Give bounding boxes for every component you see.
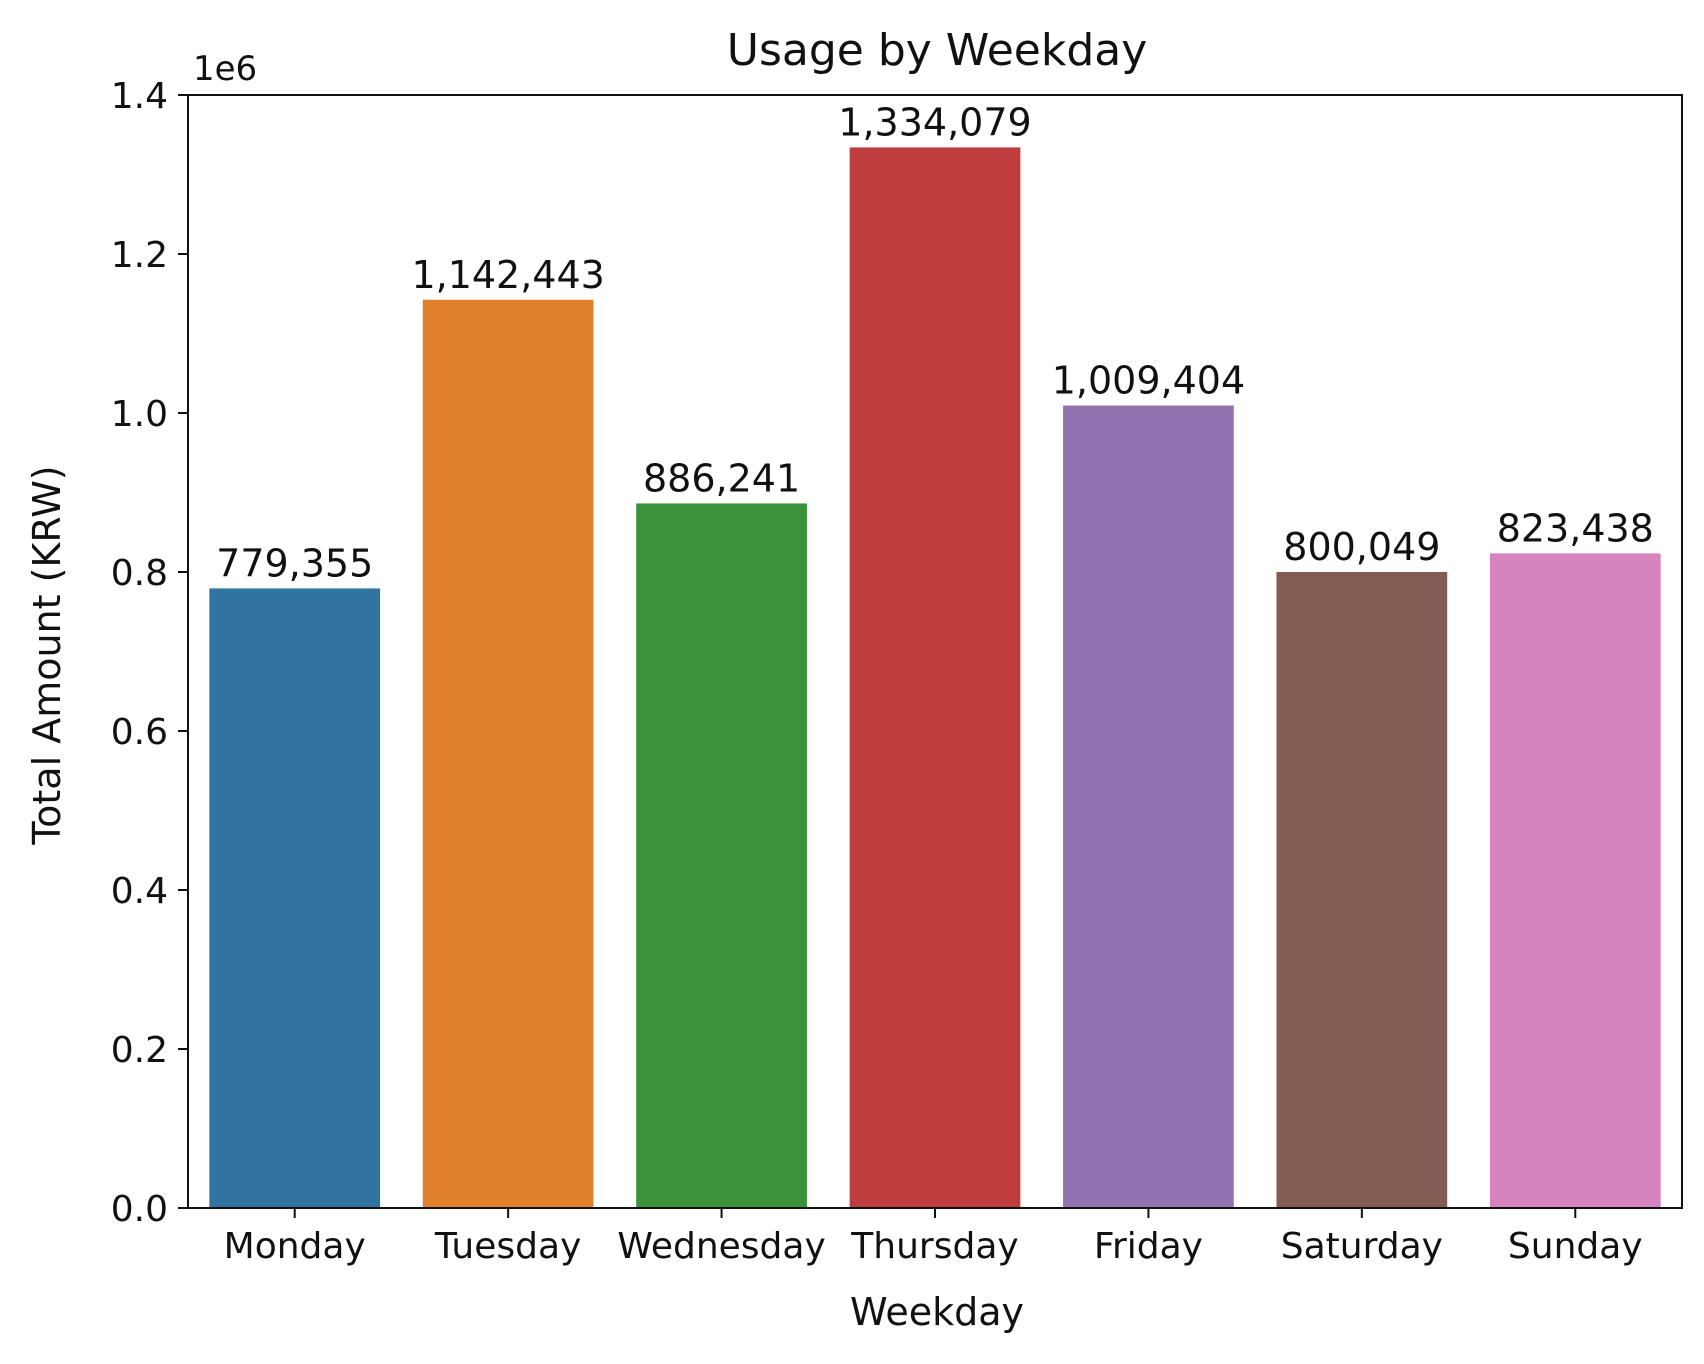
y-tick-label: 1.0 [111,394,168,435]
data-label-sunday: 823,438 [1497,506,1654,550]
x-axis: Monday Tuesday Wednesday Thursday Friday Satu… [224,1208,1643,1267]
data-label-friday: 1,009,404 [1052,359,1245,403]
y-tick-label: 0.6 [111,712,168,753]
y-tick-label: 0.8 [111,553,168,594]
bar-sunday [1489,553,1661,1208]
bar-tuesday [422,299,594,1208]
x-tick-label-wednesday: Wednesday [617,1226,825,1267]
bar-friday [1063,405,1234,1209]
y-tick-label: 1.4 [111,76,168,117]
x-tick-label-thursday: Thursday [850,1226,1018,1267]
y-axis: 0.0 0.2 0.4 0.6 0.8 1.0 1.2 1.4 [111,76,188,1230]
data-label-monday: 779,355 [216,541,373,585]
bars-group [209,147,1661,1209]
y-tick-label: 0.4 [111,871,168,912]
x-axis-label: Weekday [850,1290,1024,1334]
plot-frame [187,94,1683,1209]
chart-title: Usage by Weekday [727,25,1148,76]
y-tick-label: 1.2 [111,235,168,276]
x-tick-label-tuesday: Tuesday [434,1226,581,1267]
data-label-saturday: 800,049 [1283,525,1440,569]
y-tick-label: 0.0 [111,1189,168,1230]
data-label-thursday: 1,334,079 [838,100,1031,144]
x-tick-label-saturday: Saturday [1281,1226,1443,1267]
bar-thursday [849,147,1021,1208]
bar-monday [209,588,381,1208]
data-label-tuesday: 1,142,443 [411,253,604,297]
bar-saturday [1276,571,1448,1208]
y-tick-label: 0.2 [111,1030,168,1071]
y-axis-multiplier: 1e6 [193,49,257,89]
x-tick-label-sunday: Sunday [1508,1226,1643,1267]
y-axis-label: Total Amount (KRW) [25,465,69,845]
x-tick-label-monday: Monday [224,1226,366,1267]
bar-wednesday [636,503,807,1208]
data-label-wednesday: 886,241 [643,456,800,500]
data-labels-group: 779,355 1,142,443 886,241 1,334,079 1,009,40… [216,100,1654,585]
x-tick-label-friday: Friday [1094,1226,1203,1267]
